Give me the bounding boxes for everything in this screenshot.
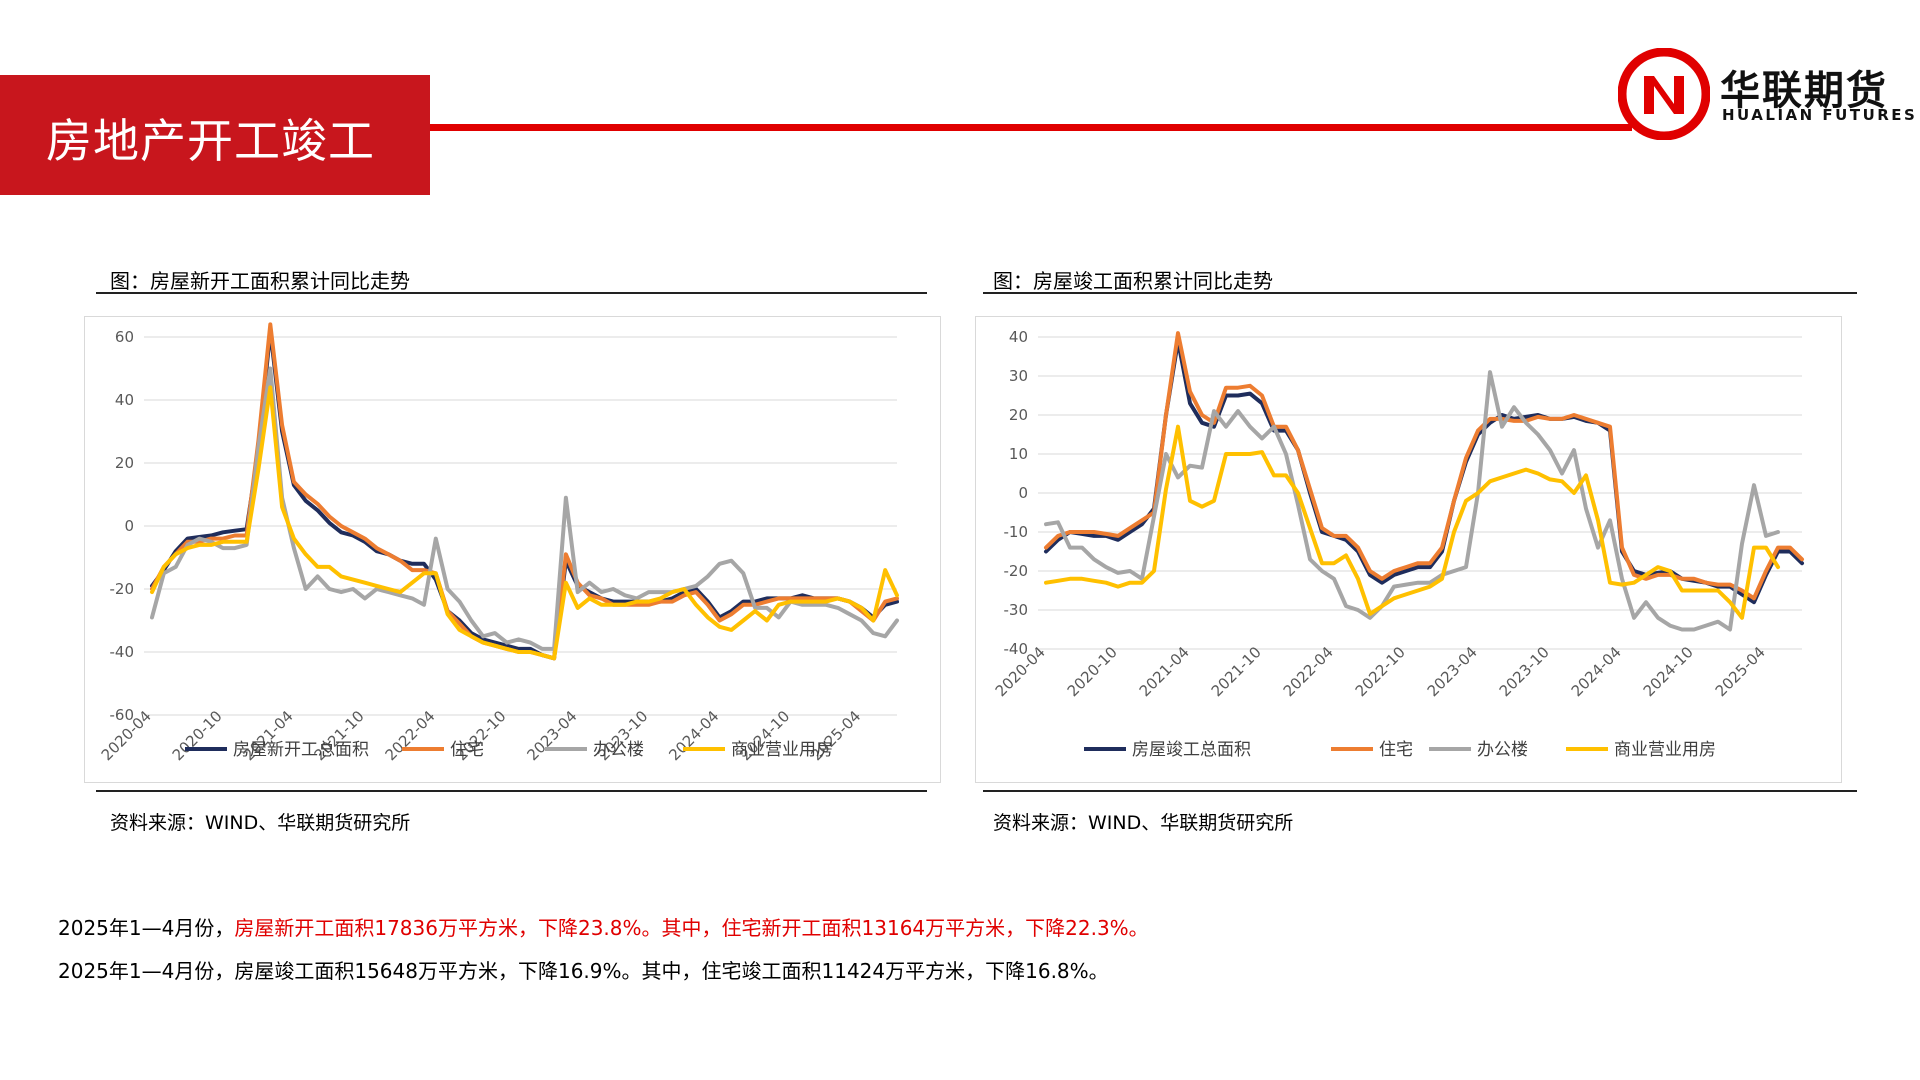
source-text-left: 资料来源：WIND、华联期货研究所: [110, 812, 411, 834]
legend-label: 住宅: [1379, 740, 1413, 760]
chart-caption-left: 图：房屋新开工面积累计同比走势: [110, 269, 410, 293]
chart-frame-left: 60 40 20 0 -20 -40 -60 2020-04 2020-10 2021-04 202…: [84, 316, 941, 783]
y-tick-label: 40: [115, 391, 134, 409]
x-tick-label: 2022-04: [382, 707, 439, 764]
y-tick-label: 0: [124, 517, 134, 535]
logo-english: HUALIAN FUTURES: [1722, 106, 1918, 124]
y-tick-label: -20: [1004, 562, 1029, 580]
y-tick-label: 0: [1018, 484, 1028, 502]
y-tick-label: 20: [1009, 406, 1028, 424]
legend-label: 办公楼: [593, 740, 644, 760]
hualian-logo-icon: [1618, 48, 1710, 140]
x-tick-label: 2022-04: [1280, 643, 1337, 700]
y-tick-label: 60: [115, 328, 134, 346]
y-tick-label: -30: [1004, 601, 1029, 619]
y-tick-label: -40: [1004, 640, 1029, 658]
page-title: 房地产开工竣工: [46, 114, 375, 168]
y-tick-label: 20: [115, 454, 134, 472]
header-rule: [430, 124, 1632, 131]
caption-rule-left: [96, 292, 927, 294]
x-tick-label: 2023-10: [1496, 643, 1553, 700]
x-tick-label: 2024-04: [1568, 643, 1625, 700]
series-line-2: [1044, 331, 1804, 601]
chart-caption-right: 图：房屋竣工面积累计同比走势: [993, 269, 1273, 293]
legend-label: 房屋新开工总面积: [233, 740, 369, 760]
caption-rule-right: [983, 292, 1857, 294]
source-rule-left: [96, 790, 927, 792]
x-tick-label: 2020-10: [1064, 643, 1121, 700]
summary-line-starts-highlight: 房屋新开工面积17836万平方米，下降23.8%。其中，住宅新开工面积13164…: [234, 916, 1149, 940]
y-tick-label: -60: [110, 706, 135, 724]
legend-label: 商业营业用房: [1614, 740, 1716, 760]
legend-label: 房屋竣工总面积: [1132, 740, 1251, 760]
title-banner: 房地产开工竣工: [0, 75, 430, 195]
legend-label: 住宅: [450, 740, 484, 760]
chart-frame-right: 40 30 20 10 0 -10 -20 -30 -40 2020-04 2020-10 2021-…: [975, 316, 1842, 783]
series-line-3: [1044, 370, 1780, 632]
legend-label: 商业营业用房: [731, 740, 833, 760]
x-tick-label: 2023-04: [1424, 643, 1481, 700]
x-tick-label: 2024-10: [1640, 643, 1697, 700]
y-tick-label: -40: [110, 643, 135, 661]
series-line-4: [1044, 424, 1780, 620]
series-line-3: [150, 366, 899, 651]
x-tick-label: 2020-10: [169, 707, 226, 764]
source-text-right: 资料来源：WIND、华联期货研究所: [993, 812, 1294, 834]
summary-line-starts: 2025年1—4月份，房屋新开工面积17836万平方米，下降23.8%。其中，住…: [58, 912, 1149, 941]
x-tick-label: 2021-04: [1136, 643, 1193, 700]
y-tick-label: -20: [110, 580, 135, 598]
y-tick-label: 40: [1009, 328, 1028, 346]
source-rule-right: [983, 790, 1857, 792]
y-tick-label: -10: [1004, 523, 1029, 541]
summary-line-starts-prefix: 2025年1—4月份，: [58, 916, 235, 940]
summary-line-completions: 2025年1—4月份，房屋竣工面积15648万平方米，下降16.9%。其中，住宅…: [58, 959, 1109, 983]
y-tick-label: 10: [1009, 445, 1028, 463]
x-tick-label: 2025-04: [1712, 643, 1769, 700]
legend-label: 办公楼: [1477, 740, 1528, 760]
logo-chinese: 华联期货: [1720, 68, 1888, 114]
x-tick-label: 2024-04: [665, 707, 722, 764]
y-tick-label: 30: [1009, 367, 1028, 385]
x-tick-label: 2022-10: [1352, 643, 1409, 700]
series-line-4: [150, 385, 899, 661]
x-tick-label: 2023-04: [523, 707, 580, 764]
x-tick-label: 2021-10: [1208, 643, 1265, 700]
